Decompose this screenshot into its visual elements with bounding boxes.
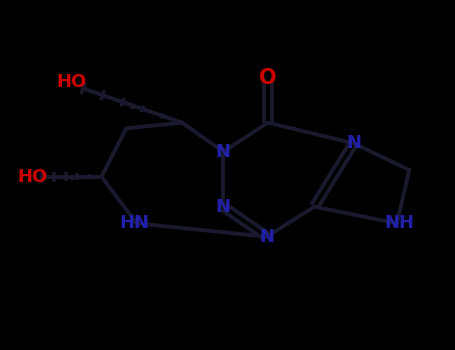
Text: N: N [216,143,231,161]
Text: HO: HO [56,72,86,91]
Text: N: N [216,198,231,216]
Text: N: N [259,228,274,246]
Text: NH: NH [384,214,414,232]
Text: HO: HO [17,168,48,186]
Text: N: N [346,134,361,152]
Text: O: O [259,68,277,88]
Text: HN: HN [119,214,149,232]
